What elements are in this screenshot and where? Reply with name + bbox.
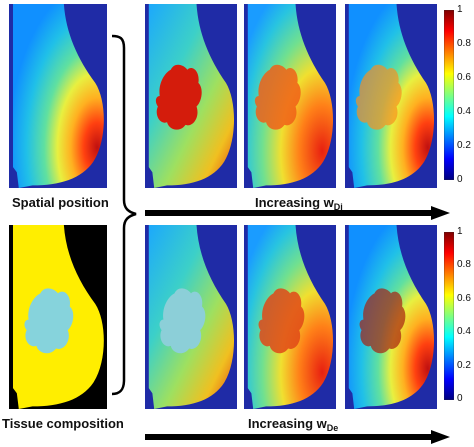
tissue-composition-label: Tissue composition xyxy=(2,416,124,431)
increasing-wdi-arrow xyxy=(145,206,450,220)
top-panel-2 xyxy=(244,4,336,188)
top-colorbar-ticks: 1 0.8 0.6 0.4 0.2 0 xyxy=(457,4,474,188)
colorbar-tick: 0.8 xyxy=(457,259,471,270)
top-panel-1 xyxy=(145,4,237,188)
bottom-panel-3 xyxy=(345,225,437,409)
bottom-panel-1 xyxy=(145,225,237,409)
top-panel-3 xyxy=(345,4,437,188)
colorbar-tick: 1 xyxy=(457,4,463,15)
colorbar-tick: 0.4 xyxy=(457,106,471,117)
colorbar-tick: 0.6 xyxy=(457,293,471,304)
spatial-position-label: Spatial position xyxy=(12,195,109,210)
bottom-colorbar-ticks: 1 0.8 0.6 0.4 0.2 0 xyxy=(457,226,474,410)
colorbar-tick: 0 xyxy=(457,174,463,185)
increasing-wde-label: Increasing wDe xyxy=(248,416,339,433)
bracket xyxy=(111,34,137,396)
bottom-panel-2 xyxy=(244,225,336,409)
increasing-wdi-label: Increasing wDi xyxy=(255,195,343,212)
colorbar-tick: 0 xyxy=(457,393,463,404)
colorbar-tick: 0.2 xyxy=(457,140,471,151)
colorbar-tick: 0.2 xyxy=(457,360,471,371)
colorbar-tick: 0.6 xyxy=(457,72,471,83)
colorbar-tick: 0.4 xyxy=(457,326,471,337)
top-colorbar xyxy=(443,9,455,181)
colorbar-tick: 1 xyxy=(457,226,463,237)
spatial-position-map xyxy=(9,4,107,188)
tissue-composition-map xyxy=(9,225,107,409)
colorbar-tick: 0.8 xyxy=(457,38,471,49)
increasing-wde-arrow xyxy=(145,430,450,444)
bottom-colorbar xyxy=(443,231,455,401)
